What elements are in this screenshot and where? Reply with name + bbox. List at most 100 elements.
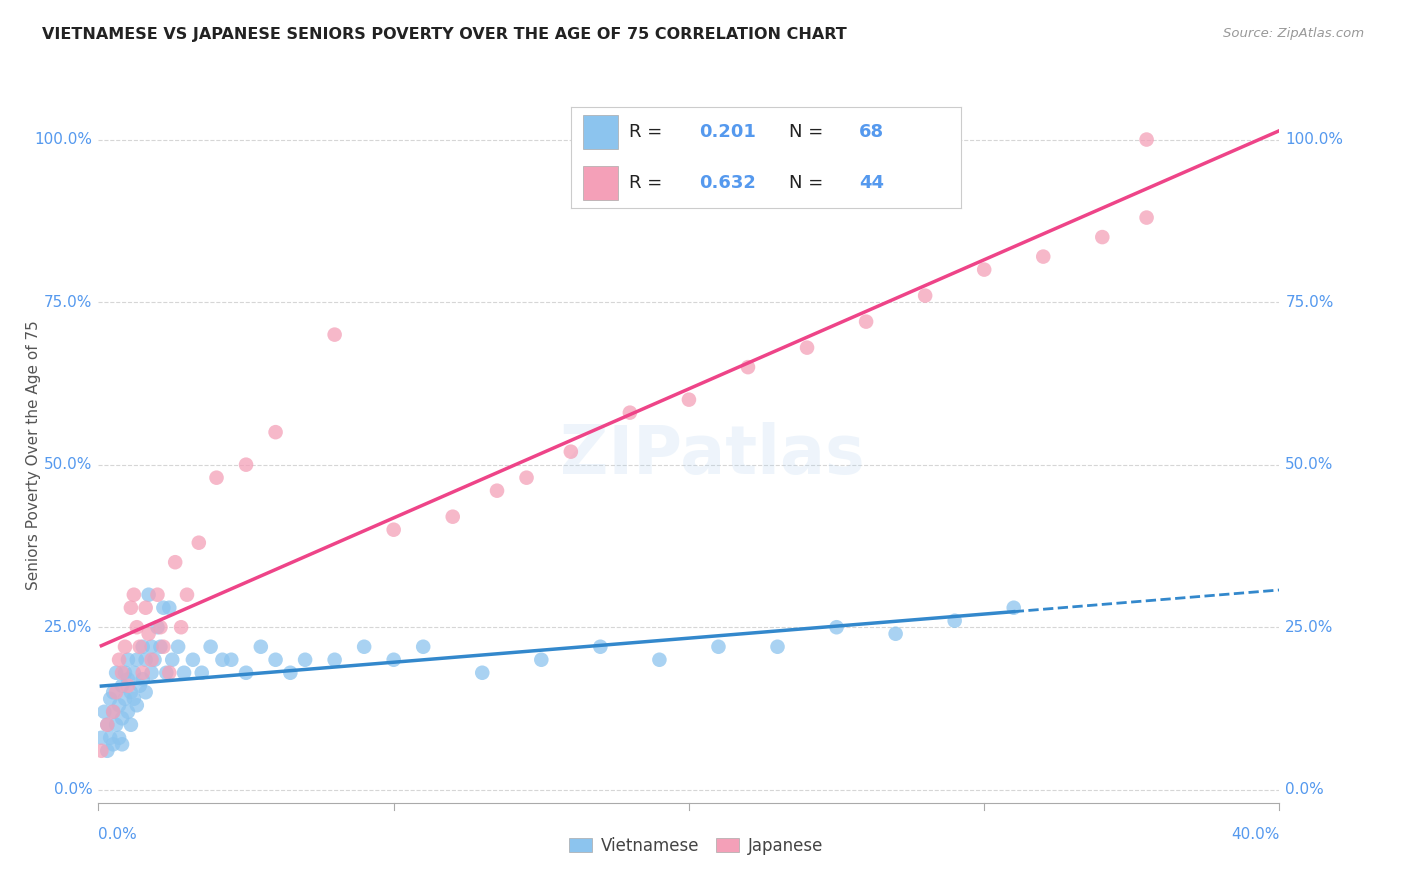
Point [382,523,405,537]
Text: Seniors Poverty Over the Age of 75: Seniors Poverty Over the Age of 75 [25,320,41,590]
Text: 75.0%: 75.0% [1285,294,1334,310]
Point [111,737,134,751]
Point [530,653,553,667]
Point [117,653,139,667]
Point [105,685,128,699]
Point [141,665,163,680]
Point [219,653,242,667]
Text: VIETNAMESE VS JAPANESE SENIORS POVERTY OVER THE AGE OF 75 CORRELATION CHART: VIETNAMESE VS JAPANESE SENIORS POVERTY O… [42,27,846,42]
Point [93,705,115,719]
Point [165,555,187,569]
Point [103,737,125,751]
Point [149,620,172,634]
Point [560,444,582,458]
Point [382,653,405,667]
Point [167,640,190,654]
Point [117,705,139,719]
Point [128,679,150,693]
Point [111,679,134,693]
Text: 50.0%: 50.0% [44,458,93,472]
Point [619,406,641,420]
Point [235,458,257,472]
Point [323,327,346,342]
Point [152,640,174,654]
Point [111,665,134,680]
Text: 25.0%: 25.0% [1285,620,1334,635]
Point [589,640,612,654]
Point [1135,211,1157,225]
Point [120,600,142,615]
Point [205,471,228,485]
Point [170,620,193,634]
Point [278,665,302,680]
Point [678,392,700,407]
Point [125,698,148,713]
Point [141,640,163,654]
Text: 50.0%: 50.0% [1285,458,1334,472]
Point [737,360,759,375]
Point [181,653,204,667]
Text: 0.0%: 0.0% [53,782,93,797]
Text: 0.0%: 0.0% [98,827,138,841]
Point [132,665,155,680]
Point [323,653,346,667]
Point [90,731,112,745]
Point [973,262,995,277]
Point [98,691,121,706]
Point [135,685,157,699]
Point [122,665,145,680]
Point [103,685,125,699]
Point [138,588,160,602]
Legend: Vietnamese, Japanese: Vietnamese, Japanese [562,830,830,862]
Point [914,288,936,302]
Point [943,614,966,628]
Point [135,600,157,615]
Point [120,685,142,699]
Point [96,718,118,732]
Point [128,640,150,654]
Text: 25.0%: 25.0% [44,620,93,635]
Point [250,640,273,654]
Point [1032,250,1054,264]
Point [114,665,136,680]
Point [796,341,818,355]
Point [176,588,198,602]
Point [143,653,166,667]
Point [103,705,125,719]
Point [825,620,848,634]
Point [1002,600,1025,615]
Point [125,620,148,634]
Point [98,731,121,745]
Text: 100.0%: 100.0% [35,132,93,147]
Point [105,665,128,680]
Point [200,640,222,654]
Point [96,718,118,732]
Point [122,691,145,706]
Point [441,509,464,524]
Point [855,315,877,329]
Text: ZIPatlas: ZIPatlas [560,422,865,488]
Point [353,640,375,654]
Text: 0.0%: 0.0% [1285,782,1324,797]
Point [105,718,128,732]
Text: 75.0%: 75.0% [44,294,93,310]
Point [211,653,233,667]
Text: 40.0%: 40.0% [1232,827,1279,841]
Point [294,653,316,667]
Point [108,653,131,667]
Point [187,535,209,549]
Point [111,711,134,725]
Text: Source: ZipAtlas.com: Source: ZipAtlas.com [1223,27,1364,40]
Point [155,665,177,680]
Point [173,665,195,680]
Point [486,483,509,498]
Point [191,665,214,680]
Point [141,653,163,667]
Point [146,620,169,634]
Point [264,653,287,667]
Point [235,665,257,680]
Point [146,588,169,602]
Point [125,653,148,667]
Point [648,653,671,667]
Point [108,698,131,713]
